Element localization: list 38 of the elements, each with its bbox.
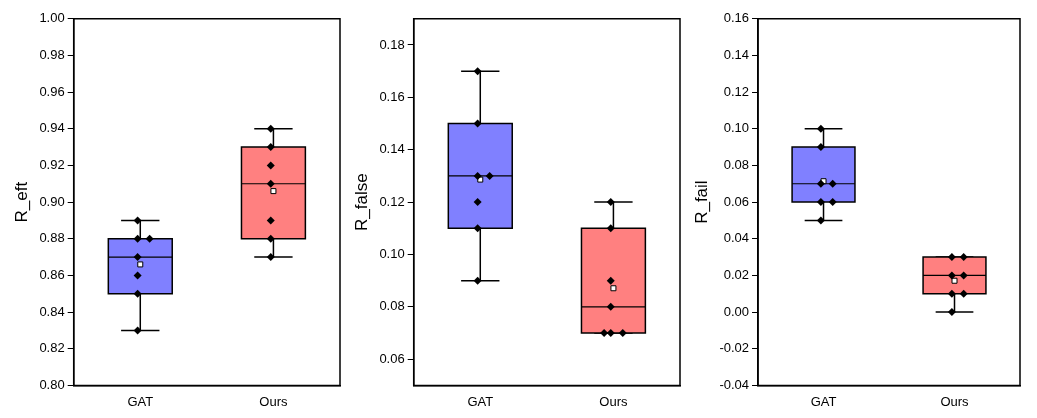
y-tick-label: 0.10 — [379, 246, 405, 262]
y-tick-label: 0.16 — [379, 88, 405, 104]
y-tick-label: 0.18 — [379, 36, 405, 52]
y-tick-label: 1.00 — [39, 10, 65, 26]
y-tick-label: 0.12 — [723, 83, 750, 99]
y-tick-label: 0.00 — [723, 303, 750, 319]
y-tick-label: -0.04 — [719, 376, 750, 392]
y-tick-label: 0.02 — [723, 267, 750, 282]
y-tick-label: 0.16 — [723, 10, 750, 26]
y-axis-title: R_eft — [11, 181, 31, 223]
y-tick-label: 0.08 — [723, 157, 750, 173]
y-tick-label: 0.14 — [723, 47, 750, 63]
x-tick-label: Ours — [940, 393, 970, 409]
x-tick-label: GAT — [467, 393, 494, 409]
y-tick-label: 0.98 — [39, 47, 65, 63]
y-tick-label: 0.96 — [39, 83, 65, 99]
y-tick-label: 0.88 — [39, 230, 65, 246]
y-tick-label: 0.82 — [39, 340, 65, 356]
y-tick-label: -0.02 — [719, 340, 750, 356]
y-tick-label: 0.04 — [723, 230, 750, 246]
y-tick-label: 0.06 — [723, 193, 750, 209]
x-tick-label: GAT — [127, 393, 154, 409]
y-tick-label: 0.84 — [39, 303, 65, 319]
x-tick-label: GAT — [810, 393, 837, 409]
y-tick-label: 0.14 — [379, 141, 405, 157]
x-tick-label: Ours — [599, 393, 629, 409]
y-tick-label: 0.12 — [379, 193, 405, 209]
y-tick-label: 0.92 — [39, 157, 65, 173]
y-axis-title: R_false — [351, 173, 371, 231]
y-tick-label: 0.86 — [39, 267, 65, 282]
y-axis-title: R_fail — [691, 180, 711, 224]
y-tick-label: 0.10 — [723, 120, 750, 136]
y-tick-label: 0.94 — [39, 120, 65, 136]
x-tick-label: Ours — [259, 393, 289, 409]
y-tick-label: 0.06 — [379, 350, 405, 366]
y-tick-label: 0.90 — [39, 193, 65, 209]
y-tick-label: 0.08 — [379, 298, 405, 314]
y-tick-label: 0.80 — [39, 376, 65, 392]
